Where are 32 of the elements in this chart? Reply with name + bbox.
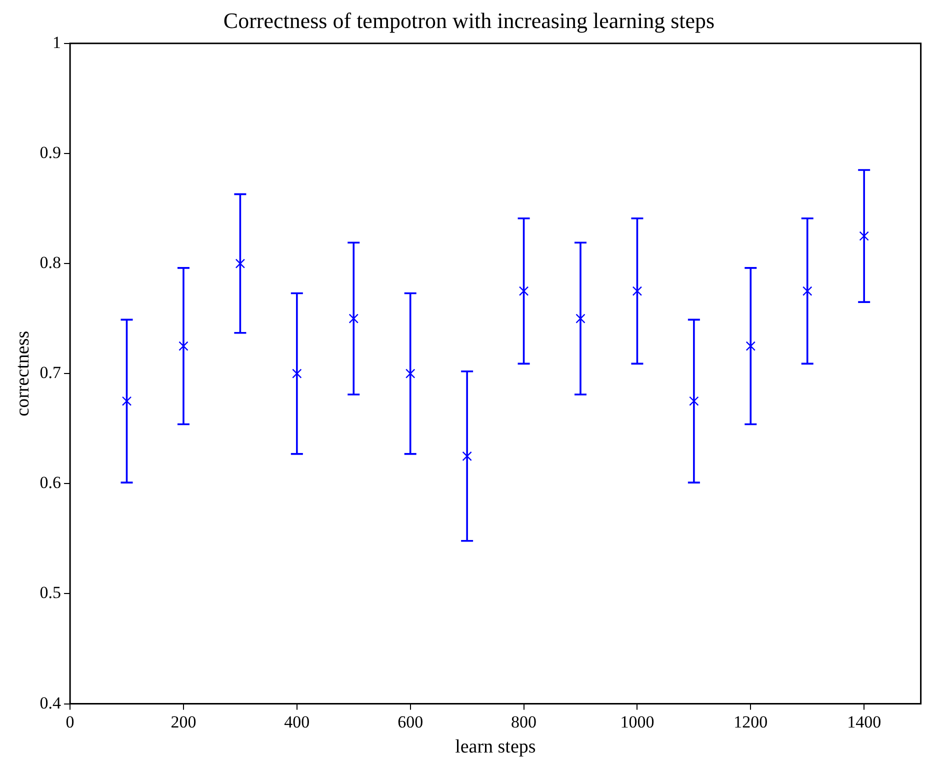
point: [348, 314, 358, 324]
point: [122, 396, 132, 406]
y-tick-label: 0.5: [40, 583, 62, 602]
x-tick-label: 1400: [847, 712, 882, 732]
point: [746, 341, 756, 351]
point: [859, 231, 869, 241]
point: [406, 368, 416, 378]
point: [632, 286, 642, 296]
x-tick-label: 1000: [620, 712, 654, 732]
y-tick-label: 1: [52, 32, 62, 52]
point: [576, 314, 586, 324]
x-tick-label: 200: [170, 712, 196, 732]
x-tick-label: 0: [66, 712, 74, 732]
x-tick-label: 400: [284, 712, 310, 732]
point: [292, 368, 302, 378]
point: [802, 286, 812, 296]
x-tick-label: 1200: [734, 712, 768, 732]
point: [518, 286, 529, 296]
y-tick-label: 0.6: [40, 473, 62, 492]
y-axis-title: correctness: [12, 330, 34, 416]
y-tick-label: 0.9: [40, 142, 62, 162]
y-tick-label: 0.8: [40, 253, 62, 272]
x-tick-label: 800: [511, 712, 537, 732]
y-tick-label: 0.4: [40, 693, 62, 712]
x-axis-title: learn steps: [455, 736, 536, 758]
x-tick-label: 600: [398, 712, 424, 732]
chart-title: Correctness of tempotron with increasing learning steps: [223, 8, 715, 33]
point: [235, 258, 246, 268]
y-tick-label: 0.7: [40, 363, 62, 382]
point: [689, 396, 699, 406]
point: [178, 341, 188, 351]
point: [462, 451, 472, 461]
